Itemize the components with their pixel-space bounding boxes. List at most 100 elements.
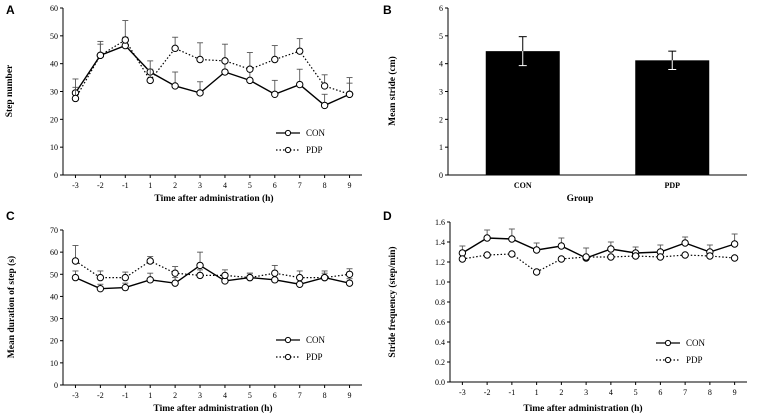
series-pdp [458, 250, 739, 276]
x-tick-label: -2 [97, 181, 104, 190]
x-axis-label: Time after administration (h) [153, 403, 272, 414]
x-tick-label: 8 [323, 391, 327, 400]
panel-d: 0.0 0.2 0.4 0.6 0.8 1.0 1.2 1.4 1.6 Time after ad… [383, 209, 747, 414]
y-tick-label: 0 [54, 171, 58, 180]
legend-pdp-label: PDP [686, 355, 703, 365]
legend-pdp: PDP [276, 145, 323, 155]
y-tick-label: 3 [439, 88, 443, 97]
x-tick-label: 1 [148, 391, 152, 400]
x-tick-label: 4 [609, 388, 613, 397]
data-point [271, 90, 279, 98]
series-con [458, 228, 739, 262]
data-point [221, 57, 229, 65]
panel-b: 0 1 2 3 4 5 6 Group Mean stride (cm) B CON PDP [383, 3, 747, 204]
legend-con: CON [276, 335, 326, 345]
y-axis-label: Mean stride (cm) [387, 56, 398, 126]
y-tick-label: 4 [439, 60, 443, 69]
x-tick-label: 8 [323, 181, 327, 190]
y-axis-label: Step number [5, 64, 15, 117]
data-point [508, 250, 516, 258]
legend-con-marker [284, 129, 292, 137]
data-point [96, 51, 105, 60]
data-point [146, 257, 154, 265]
data-point [483, 251, 491, 259]
series-pdp-line [74, 39, 350, 99]
data-point [121, 273, 129, 282]
x-tick-label: 5 [248, 181, 252, 190]
data-point [730, 240, 739, 248]
y-tick-label: 1.4 [435, 238, 445, 247]
data-point [146, 276, 154, 284]
y-tick-label: 0.4 [435, 338, 445, 347]
y-tick-label: 1.2 [435, 258, 445, 267]
x-tick-label: 8 [708, 388, 712, 397]
y-tick-label: 30 [50, 315, 58, 324]
bar-con [485, 51, 560, 176]
data-point [196, 271, 204, 280]
series-pdp-line [462, 253, 735, 273]
x-tick-label: 4 [223, 181, 227, 190]
data-point [296, 47, 304, 55]
legend-pdp-marker [284, 146, 292, 154]
data-point [121, 283, 129, 292]
x-axis-label: Time after administration (h) [523, 403, 642, 414]
data-point [681, 251, 689, 259]
legend-con-label: CON [306, 128, 326, 138]
x-axis-label: Time after administration (h) [154, 193, 273, 204]
y-tick-label: 50 [50, 270, 58, 279]
x-tick-label: CON [514, 181, 532, 190]
data-point [71, 94, 80, 103]
legend-pdp-label: PDP [306, 352, 323, 362]
x-tick-label: 7 [298, 181, 302, 190]
x-tick-label: 2 [559, 388, 563, 397]
data-point [221, 68, 229, 76]
data-point [607, 245, 615, 253]
x-tick-label: 4 [223, 391, 227, 400]
series-pdp-line [75, 260, 350, 279]
series-pdp [71, 245, 354, 282]
series-con-line [462, 237, 735, 259]
data-point [345, 270, 354, 278]
data-point [271, 269, 279, 277]
x-tick-label: 9 [348, 181, 352, 190]
data-point [171, 269, 179, 277]
x-tick-label: -3 [72, 391, 79, 400]
data-point [221, 271, 229, 280]
y-tick-label: 0 [439, 171, 443, 180]
data-point [296, 280, 304, 288]
panel-c: 0 10 20 30 40 50 60 70 Time after administration… [6, 209, 362, 414]
y-tick-label: 1.6 [435, 218, 445, 227]
x-tick-label: -3 [72, 181, 79, 190]
y-tick-label: 0.0 [435, 378, 445, 387]
data-point [296, 80, 304, 89]
x-tick-label: 7 [683, 388, 687, 397]
bar-pdp [635, 60, 710, 175]
panel-a: 0 10 20 30 40 50 60 Time after administration (… [5, 3, 362, 204]
data-point [345, 90, 354, 98]
y-tick-label: 6 [439, 4, 443, 13]
series-con-line [74, 44, 350, 107]
x-tick-label: 3 [198, 391, 202, 400]
x-tick-label: 2 [173, 181, 177, 190]
legend-pdp: PDP [656, 355, 703, 365]
panel-letter: A [6, 3, 15, 17]
y-tick-label: 10 [50, 359, 58, 368]
y-tick-label: 20 [50, 337, 58, 346]
data-point [171, 44, 179, 53]
legend-con-label: CON [686, 338, 706, 348]
y-tick-label: 0.6 [435, 318, 445, 327]
data-point [320, 101, 329, 110]
data-point [706, 252, 714, 260]
y-tick-label: 1.0 [435, 278, 445, 287]
data-point [508, 235, 516, 243]
y-tick-label: 40 [50, 292, 58, 301]
y-tick-label: 50 [50, 32, 58, 41]
y-tick-label: 1 [439, 143, 443, 152]
x-tick-label: -1 [509, 388, 516, 397]
data-point [681, 239, 689, 247]
y-axis-label: Mean duration of step (s) [6, 256, 17, 358]
panel-letter: B [383, 3, 392, 17]
data-point [246, 76, 254, 85]
legend-pdp: PDP [276, 352, 323, 362]
data-point [532, 246, 541, 254]
